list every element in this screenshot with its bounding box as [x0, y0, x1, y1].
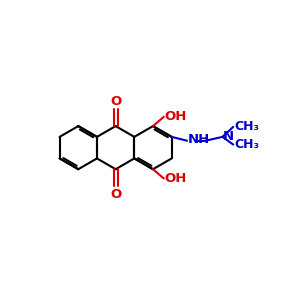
Text: O: O	[110, 94, 121, 108]
Text: NH: NH	[188, 134, 210, 146]
Text: CH₃: CH₃	[234, 138, 259, 151]
Text: OH: OH	[164, 172, 187, 185]
Text: O: O	[110, 188, 121, 201]
Text: N: N	[223, 130, 234, 142]
Text: CH₃: CH₃	[234, 120, 259, 134]
Text: OH: OH	[164, 110, 187, 123]
